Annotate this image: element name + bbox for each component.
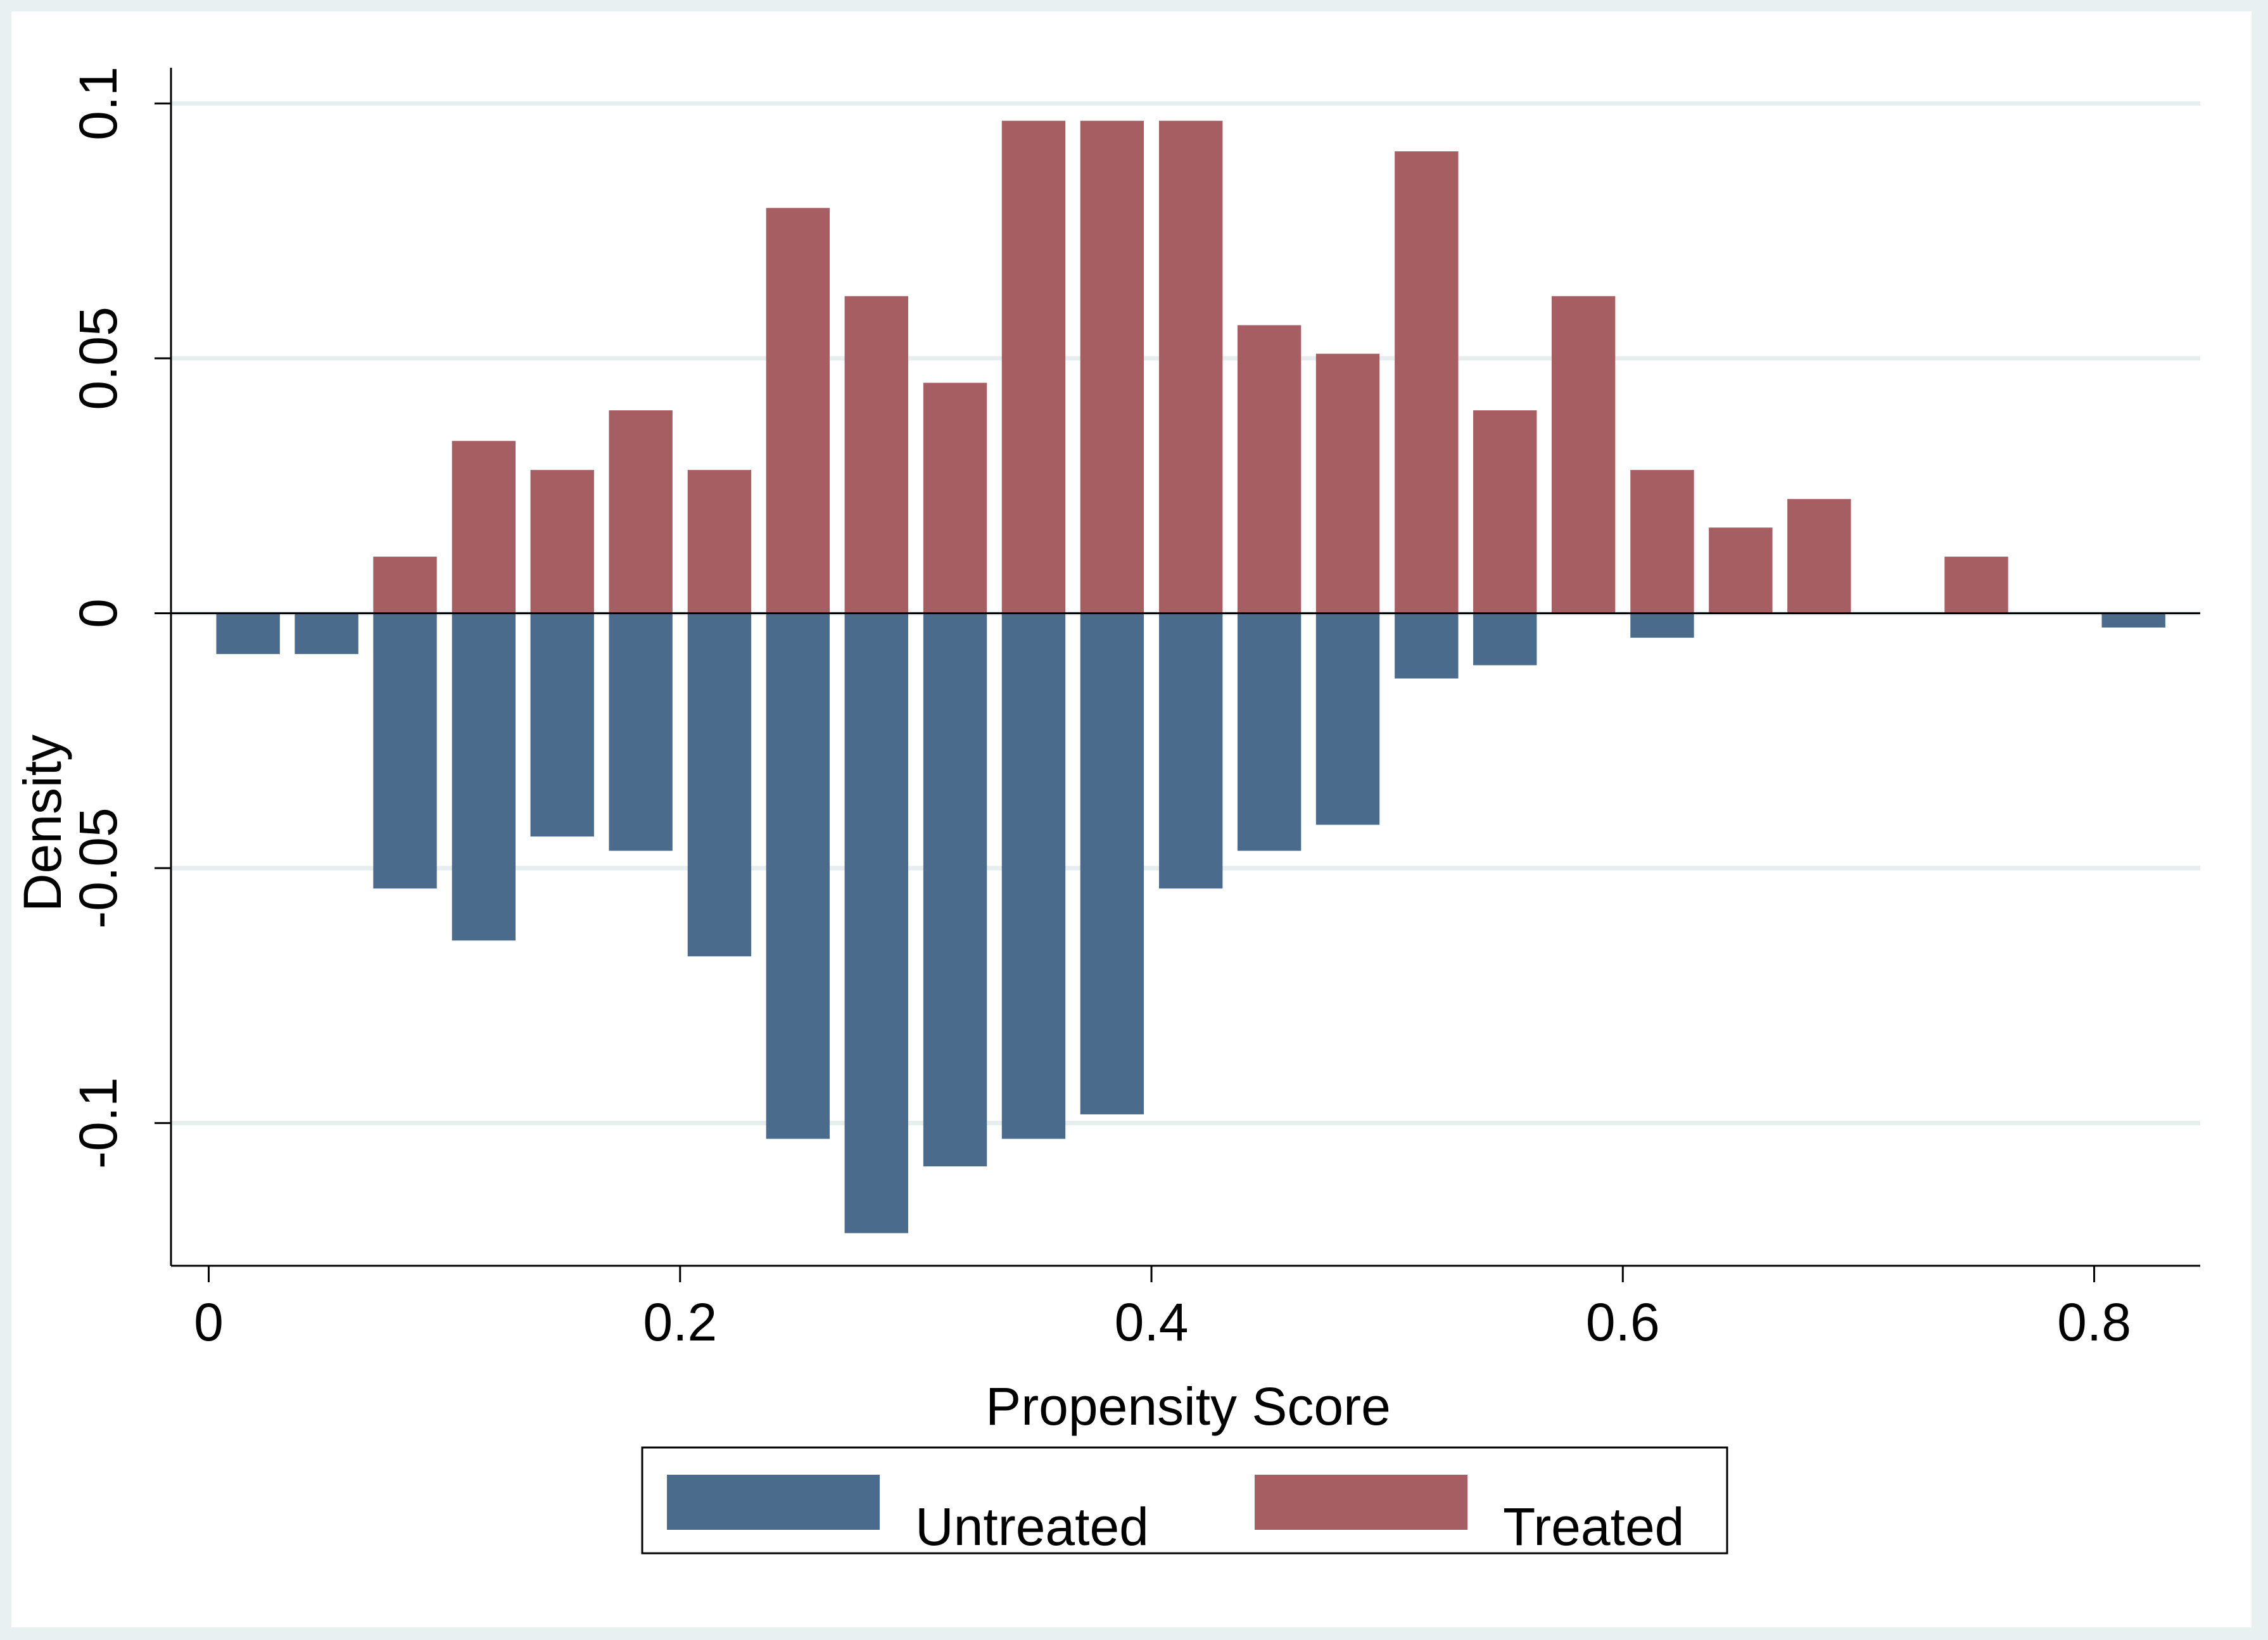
bar xyxy=(844,296,908,614)
bar xyxy=(609,410,673,614)
bar xyxy=(1080,120,1144,614)
y-tick-label: 0.05 xyxy=(68,306,128,410)
legend-swatch xyxy=(1255,1475,1467,1530)
bar xyxy=(766,613,830,1139)
legend-label: Treated xyxy=(1503,1497,1684,1556)
x-tick-label: 0.4 xyxy=(1115,1292,1189,1352)
legend-swatch xyxy=(667,1475,880,1530)
bar xyxy=(844,613,908,1233)
bar xyxy=(687,470,752,614)
bar xyxy=(295,613,358,654)
y-axis-title: Density xyxy=(13,735,72,912)
bar xyxy=(452,441,516,614)
bar xyxy=(923,613,987,1167)
bar xyxy=(1395,151,1459,614)
bar xyxy=(530,470,594,614)
bar xyxy=(1944,557,2008,614)
legend-label: Untreated xyxy=(915,1497,1149,1556)
bar xyxy=(530,613,594,837)
bar xyxy=(1551,296,1616,614)
bar xyxy=(1709,527,1773,614)
y-tick-label: 0.1 xyxy=(68,66,128,141)
bar xyxy=(2101,613,2165,628)
legend: Untreated Treated xyxy=(641,1446,1728,1556)
x-axis-title: Propensity Score xyxy=(985,1377,1391,1436)
x-tick-label: 0.8 xyxy=(2057,1292,2131,1352)
bar xyxy=(1473,613,1537,665)
bar xyxy=(766,208,830,614)
bar xyxy=(1315,353,1380,614)
bar xyxy=(1080,613,1144,1114)
bar xyxy=(1159,613,1223,889)
y-tick-label: -0.05 xyxy=(68,807,128,928)
bar xyxy=(1473,410,1537,614)
bar xyxy=(452,613,516,941)
bar xyxy=(1315,613,1380,825)
bar xyxy=(216,613,280,654)
bar xyxy=(1159,120,1223,614)
bar xyxy=(687,613,752,957)
bar xyxy=(923,382,987,614)
bar xyxy=(1787,499,1851,614)
bar xyxy=(373,613,437,889)
bar xyxy=(1237,325,1302,614)
bar xyxy=(1395,613,1459,679)
y-tick-label: 0 xyxy=(68,598,128,628)
bar xyxy=(1001,613,1066,1139)
y-tick-label: -0.1 xyxy=(68,1077,128,1169)
bar xyxy=(1001,120,1066,614)
bar xyxy=(373,557,437,614)
x-tick-label: 0 xyxy=(194,1292,224,1352)
bar xyxy=(1237,613,1302,851)
bar xyxy=(609,613,673,851)
bar xyxy=(1630,470,1694,614)
bar xyxy=(1630,613,1694,638)
x-tick-label: 0.6 xyxy=(1586,1292,1660,1352)
x-tick-label: 0.2 xyxy=(643,1292,717,1352)
